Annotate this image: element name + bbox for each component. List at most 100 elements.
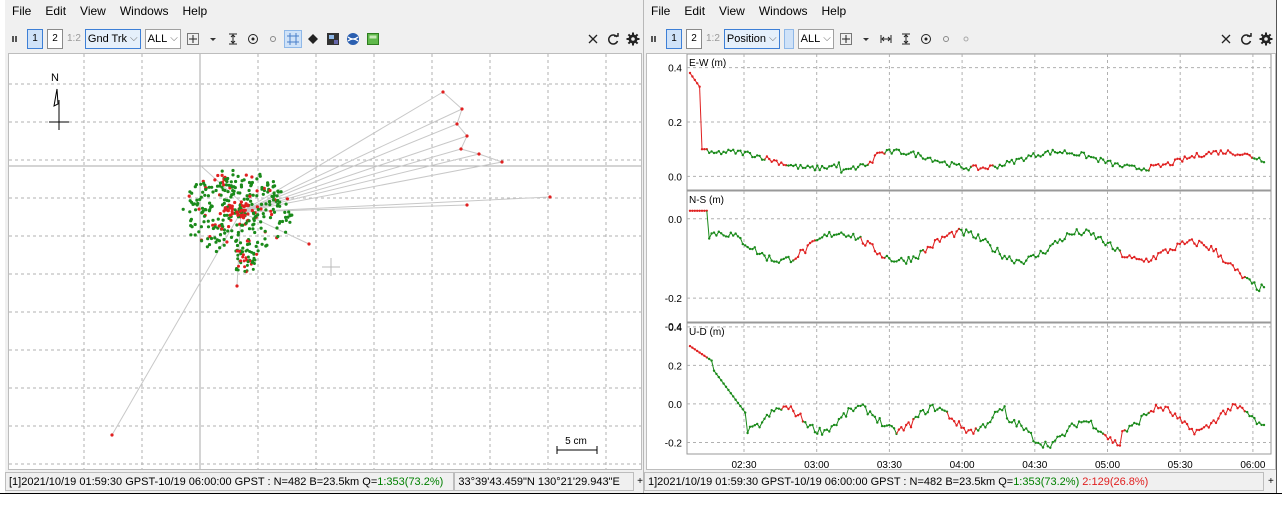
solution-point: [260, 186, 263, 189]
chevron-down-icon: ⌵: [130, 33, 138, 44]
solution-point: [251, 209, 254, 212]
solution-point: [273, 194, 276, 197]
solution-status: 1]2021/10/19 01:59:30 GPST-10/19 06:00:0…: [644, 472, 1264, 491]
map-image-icon[interactable]: [324, 30, 342, 48]
small-circle-icon[interactable]: [264, 30, 282, 48]
solution-point: [195, 183, 198, 186]
solution-1-2-button[interactable]: 1:2: [67, 30, 81, 48]
solution-point: [203, 194, 206, 197]
menu-file[interactable]: File: [644, 4, 677, 18]
settings-gear-icon[interactable]: [1257, 30, 1275, 48]
origin-target-icon[interactable]: [917, 30, 935, 48]
menu-bar: File Edit View Windows Help: [644, 0, 1276, 22]
solution-point: [218, 184, 221, 187]
solution-point: [213, 236, 216, 239]
small-circle-icon[interactable]: [937, 30, 955, 48]
menu-edit[interactable]: Edit: [38, 4, 73, 18]
settings-gear-icon[interactable]: [624, 30, 642, 48]
close-icon[interactable]: [1217, 30, 1235, 48]
solution-point: [240, 200, 243, 203]
solution-point: [196, 203, 199, 206]
menu-help[interactable]: Help: [176, 4, 215, 18]
y-tick-label: 0.4: [668, 323, 682, 334]
fit-vertical-icon[interactable]: [897, 30, 915, 48]
menu-file[interactable]: File: [5, 4, 38, 18]
solution-point: [287, 210, 290, 213]
position-plot-window: File Edit View Windows Help 1 2 1:2 Posi…: [644, 0, 1277, 493]
solution-point: [230, 236, 233, 239]
solution-point: [182, 208, 185, 211]
solution-point: [220, 194, 223, 197]
solution-2-button[interactable]: 2: [47, 29, 63, 49]
solution-point: [548, 195, 551, 198]
dropdown-arrow-icon[interactable]: [204, 30, 222, 48]
fit-vertical-icon[interactable]: [224, 30, 242, 48]
small-circle-icon[interactable]: [957, 30, 975, 48]
solution-point: [266, 181, 269, 184]
fit-horizontal-icon[interactable]: [877, 30, 895, 48]
solution-point: [110, 433, 113, 436]
solution-point: [261, 243, 264, 246]
plot-type-select[interactable]: Gnd Trk⌵: [85, 29, 141, 49]
solution-1-button[interactable]: 1: [27, 29, 43, 49]
solution-point: [211, 219, 214, 222]
satellite-filter-select[interactable]: ALL⌵: [145, 29, 181, 49]
menu-edit[interactable]: Edit: [677, 4, 712, 18]
plot-type-select[interactable]: Position⌵: [724, 29, 780, 49]
solution-2-button[interactable]: 2: [686, 29, 702, 49]
solution-point: [246, 212, 249, 215]
solution-point: [241, 247, 244, 250]
solution-point: [235, 267, 238, 270]
close-icon[interactable]: [584, 30, 602, 48]
center-crosshair-icon[interactable]: [184, 30, 202, 48]
menu-windows[interactable]: Windows: [113, 4, 176, 18]
solution-point: [188, 210, 191, 213]
solution-point: [243, 204, 246, 207]
solution-point: [195, 199, 198, 202]
solution-point: [262, 193, 265, 196]
menu-help[interactable]: Help: [815, 4, 854, 18]
solution-point: [229, 195, 232, 198]
menu-view[interactable]: View: [73, 4, 113, 18]
quality-toggle-button[interactable]: [784, 29, 794, 49]
solution-point: [273, 211, 276, 214]
solution-point: [188, 195, 191, 198]
solution-point: [231, 173, 234, 176]
satellite-filter-select[interactable]: ALL⌵: [798, 29, 834, 49]
solution-point: [219, 233, 222, 236]
origin-target-icon[interactable]: [244, 30, 262, 48]
menu-view[interactable]: View: [712, 4, 752, 18]
reload-icon[interactable]: [604, 30, 622, 48]
menu-windows[interactable]: Windows: [752, 4, 815, 18]
grid-icon[interactable]: [284, 30, 302, 48]
solution-point: [288, 221, 291, 224]
solution-point: [200, 196, 203, 199]
solution-point: [208, 202, 211, 205]
reload-icon[interactable]: [1237, 30, 1255, 48]
solution-point: [206, 237, 209, 240]
solution-point: [241, 229, 244, 232]
solution-point: [262, 212, 265, 215]
layer-image-icon[interactable]: [364, 30, 382, 48]
solid-point-icon[interactable]: [304, 30, 322, 48]
solution-point: [276, 235, 279, 238]
solution-point: [218, 246, 221, 249]
center-crosshair-icon[interactable]: [837, 30, 855, 48]
solution-1-2-button[interactable]: 1:2: [706, 30, 720, 48]
ground-track-plot[interactable]: N 5 cm: [8, 53, 642, 470]
x-tick-label: 04:30: [1022, 460, 1047, 469]
track-segment: [241, 92, 443, 212]
solution-1-button[interactable]: 1: [666, 29, 682, 49]
position-panel: 0.40.20.0-0.2U-D (m): [665, 323, 1271, 454]
solution-point: [224, 178, 227, 181]
solution-point: [207, 220, 210, 223]
solution-point: [236, 254, 239, 257]
solution-point: [230, 229, 233, 232]
solution-point: [242, 253, 245, 256]
solution-point: [206, 245, 209, 248]
solution-point: [247, 260, 250, 263]
status-bar: 1]2021/10/19 01:59:30 GPST-10/19 06:00:0…: [644, 472, 1276, 491]
globe-icon[interactable]: [344, 30, 362, 48]
dropdown-arrow-icon[interactable]: [857, 30, 875, 48]
